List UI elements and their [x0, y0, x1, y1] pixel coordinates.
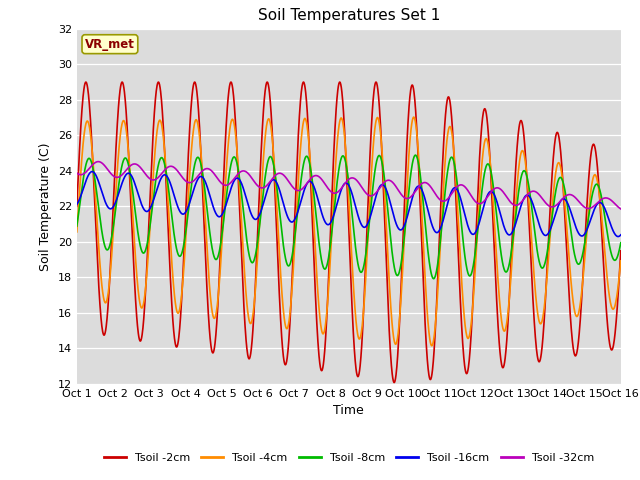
Tsoil -2cm: [617, 248, 625, 254]
Tsoil -32cm: [101, 163, 109, 169]
Tsoil -4cm: [428, 343, 435, 348]
Tsoil -16cm: [88, 168, 96, 174]
Y-axis label: Soil Temperature (C): Soil Temperature (C): [39, 142, 52, 271]
Tsoil -32cm: [502, 192, 509, 198]
Tsoil -4cm: [337, 115, 345, 121]
Tsoil -16cm: [614, 234, 622, 240]
Tsoil -16cm: [338, 186, 346, 192]
Tsoil -2cm: [602, 291, 609, 297]
Tsoil -8cm: [323, 263, 331, 268]
Tsoil -32cm: [601, 195, 609, 201]
Tsoil -4cm: [502, 325, 509, 331]
Tsoil -16cm: [617, 232, 625, 238]
Tsoil -16cm: [323, 222, 331, 228]
Tsoil -8cm: [602, 217, 609, 223]
Tsoil -32cm: [73, 170, 81, 176]
Tsoil -8cm: [502, 269, 509, 275]
Tsoil -2cm: [300, 79, 307, 85]
Tsoil -32cm: [95, 159, 102, 165]
Tsoil -2cm: [390, 380, 398, 385]
Line: Tsoil -16cm: Tsoil -16cm: [77, 171, 621, 237]
Tsoil -8cm: [602, 219, 609, 225]
Line: Tsoil -2cm: Tsoil -2cm: [77, 82, 621, 383]
Tsoil -2cm: [338, 87, 346, 93]
Tsoil -2cm: [602, 295, 609, 301]
Tsoil -8cm: [412, 152, 419, 158]
Tsoil -8cm: [617, 240, 625, 246]
Tsoil -8cm: [429, 276, 437, 282]
Tsoil -16cm: [502, 228, 509, 233]
Tsoil -2cm: [100, 332, 108, 337]
Tsoil -32cm: [323, 184, 331, 190]
Title: Soil Temperatures Set 1: Soil Temperatures Set 1: [258, 9, 440, 24]
Tsoil -8cm: [73, 223, 81, 229]
Tsoil -4cm: [602, 255, 609, 261]
Tsoil -4cm: [73, 229, 81, 235]
Line: Tsoil -32cm: Tsoil -32cm: [77, 162, 621, 209]
Tsoil -8cm: [337, 155, 345, 161]
Tsoil -2cm: [73, 204, 81, 209]
X-axis label: Time: Time: [333, 405, 364, 418]
Tsoil -32cm: [338, 185, 346, 191]
Tsoil -16cm: [73, 202, 81, 207]
Text: VR_met: VR_met: [85, 37, 135, 51]
Tsoil -4cm: [617, 258, 625, 264]
Tsoil -32cm: [602, 195, 609, 201]
Tsoil -4cm: [410, 114, 417, 120]
Legend: Tsoil -2cm, Tsoil -4cm, Tsoil -8cm, Tsoil -16cm, Tsoil -32cm: Tsoil -2cm, Tsoil -4cm, Tsoil -8cm, Tsoi…: [99, 448, 598, 467]
Tsoil -4cm: [323, 308, 331, 314]
Tsoil -4cm: [602, 258, 609, 264]
Tsoil -8cm: [100, 242, 108, 248]
Tsoil -16cm: [602, 207, 609, 213]
Tsoil -2cm: [502, 350, 509, 356]
Tsoil -2cm: [323, 306, 331, 312]
Tsoil -4cm: [100, 299, 108, 304]
Tsoil -16cm: [101, 198, 109, 204]
Line: Tsoil -4cm: Tsoil -4cm: [77, 117, 621, 346]
Tsoil -16cm: [601, 206, 609, 212]
Line: Tsoil -8cm: Tsoil -8cm: [77, 155, 621, 279]
Tsoil -32cm: [617, 206, 625, 212]
